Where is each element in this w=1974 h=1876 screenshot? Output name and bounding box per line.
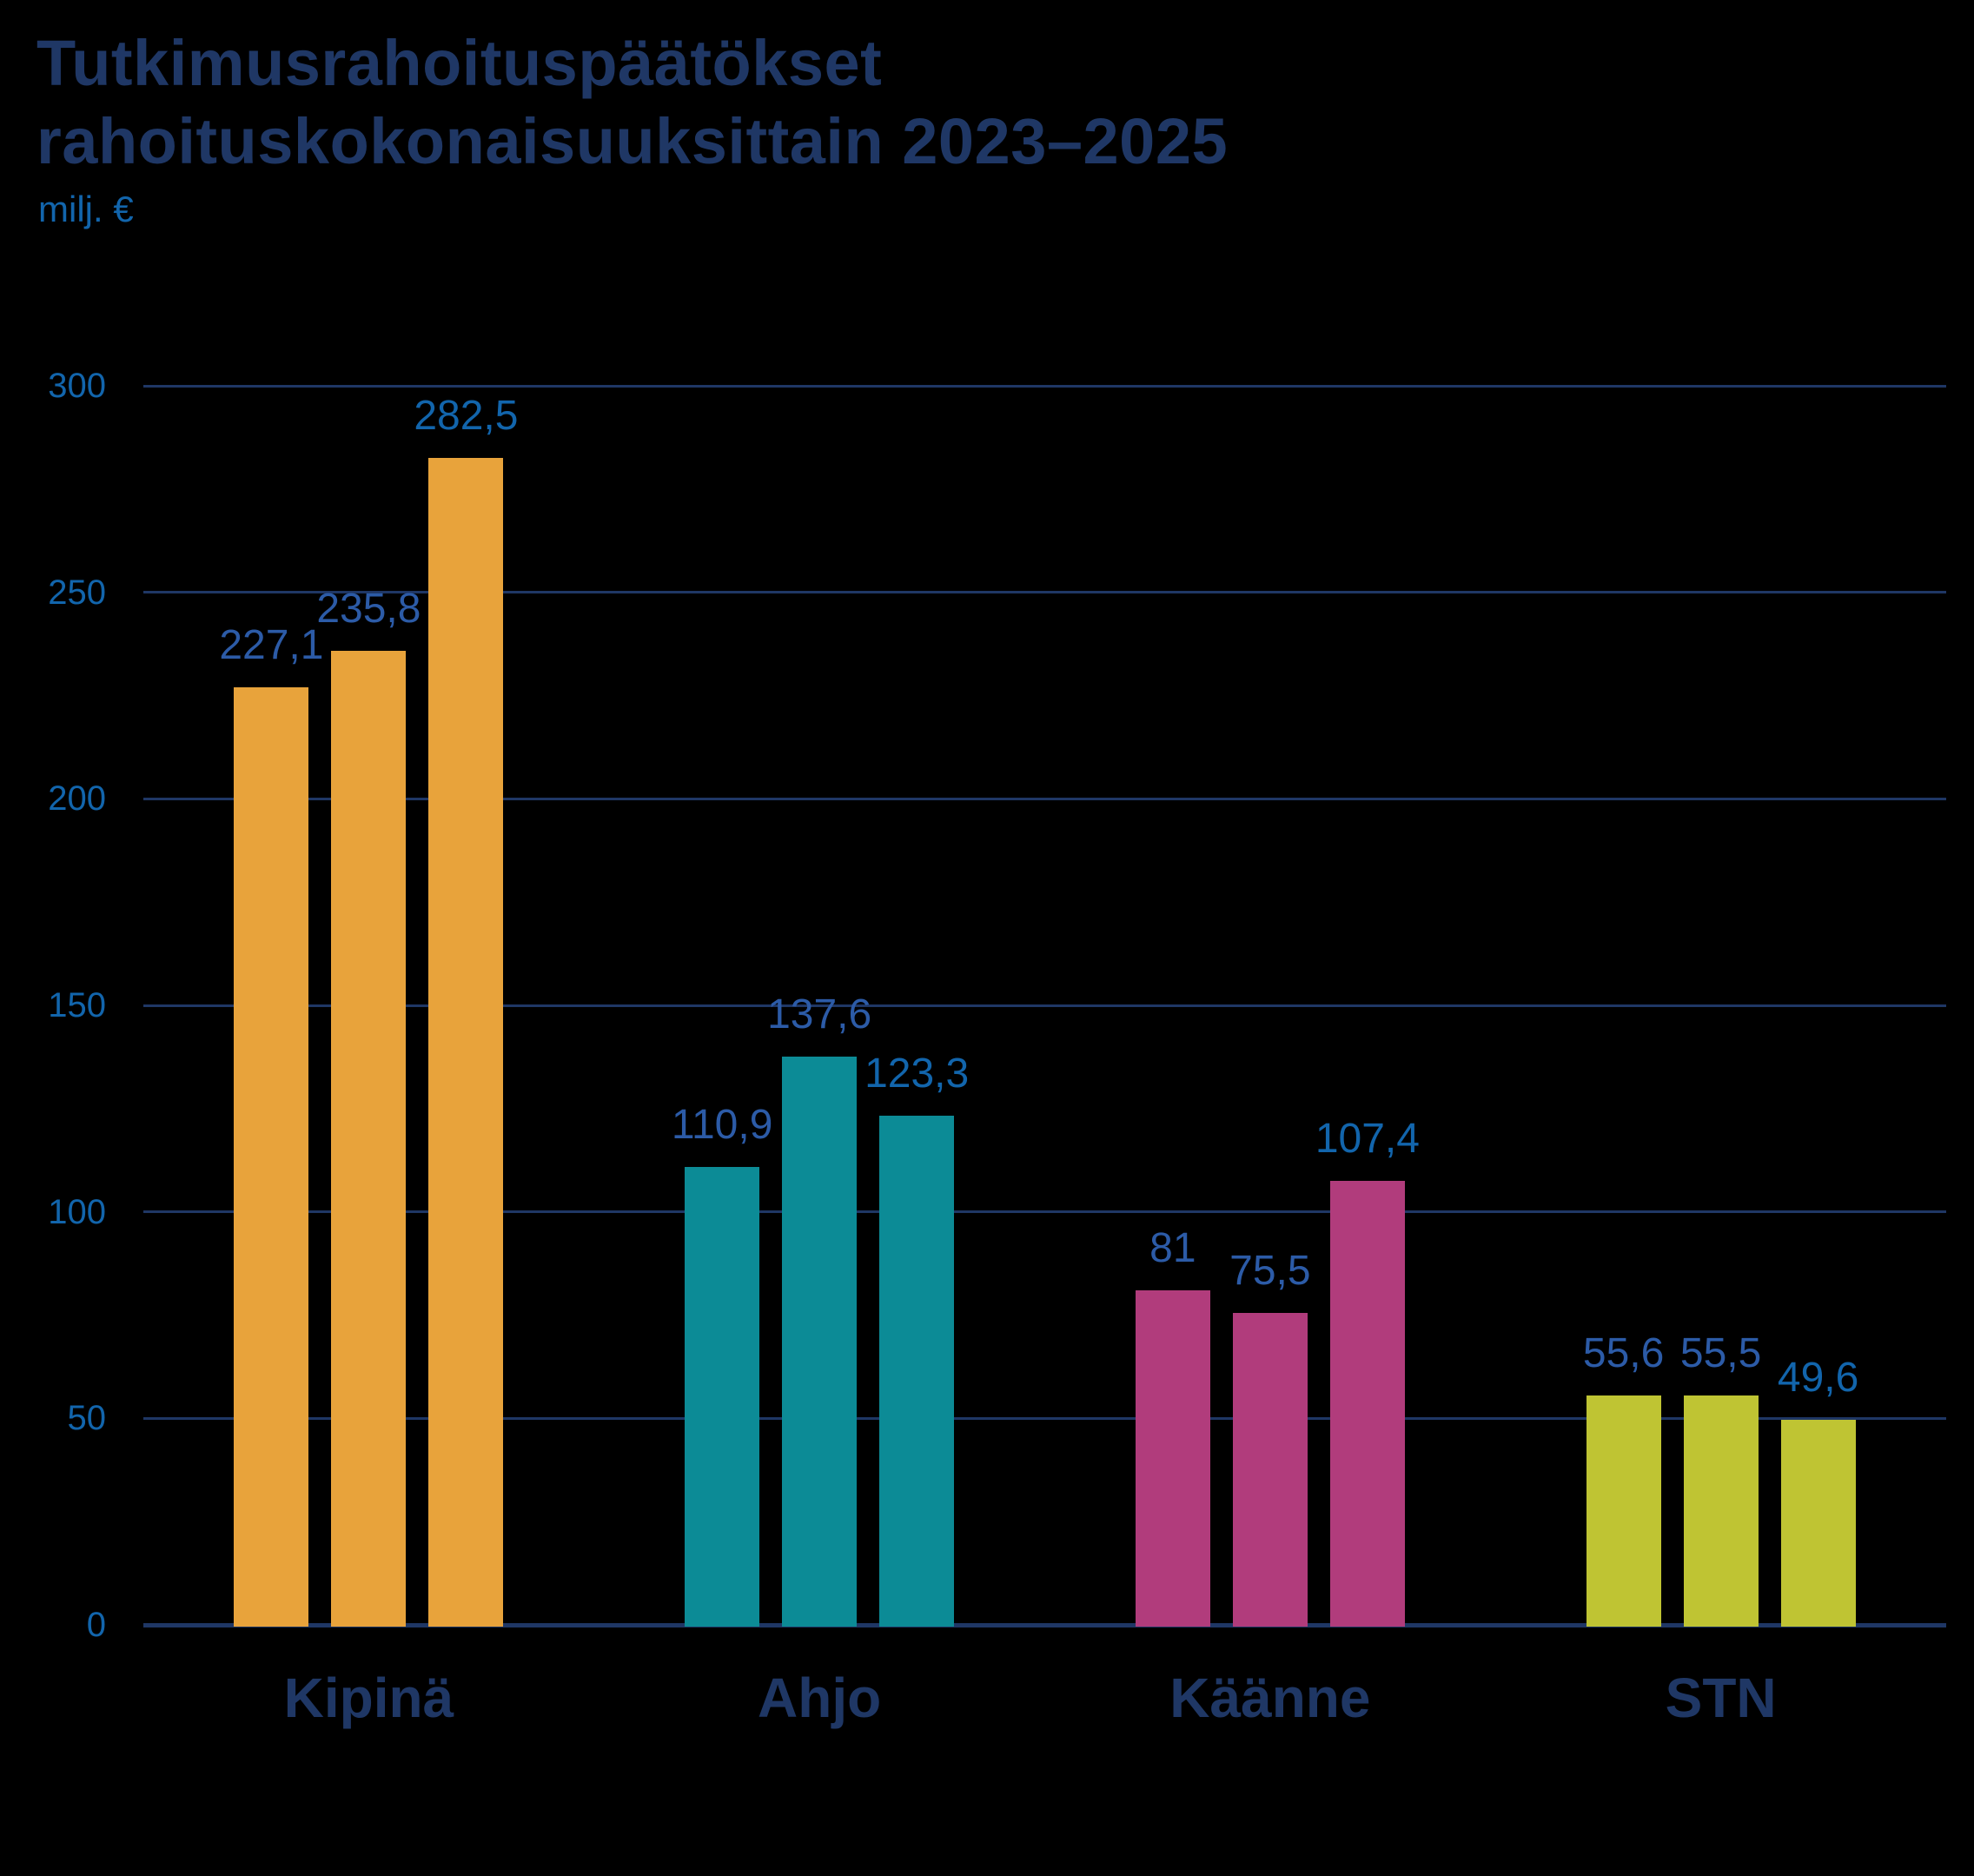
y-tick-label-50: 50 (67, 1399, 107, 1438)
bar-ahjo-1 (685, 1166, 760, 1627)
gridline-y-100 (143, 1210, 1946, 1214)
chart-title-line2: rahoituskokonaisuuksittain 2023–2025 (36, 105, 1229, 177)
chart-title-line1: Tutkimusrahoituspäätökset (36, 27, 883, 99)
category-label-käänne: Käänne (1169, 1667, 1371, 1729)
gridline-y-200 (143, 797, 1946, 800)
value-label-stn-2: 55,5 (1679, 1330, 1762, 1377)
bar-ahjo-3 (879, 1115, 955, 1627)
y-tick-label-100: 100 (48, 1192, 106, 1231)
category-label-ahjo: Ahjo (758, 1667, 882, 1729)
bar-käänne-1 (1135, 1289, 1210, 1627)
gridline-y-250 (143, 591, 1946, 594)
value-label-ahjo-3: 123,3 (864, 1050, 970, 1097)
value-label-ahjo-1: 110,9 (671, 1101, 773, 1148)
gridline-y-50 (143, 1416, 1946, 1420)
bar-kipinä-2 (331, 651, 407, 1627)
value-label-käänne-2: 75,5 (1229, 1248, 1311, 1295)
bar-käänne-3 (1329, 1181, 1405, 1627)
y-axis-unit-label: milj. € (38, 189, 134, 229)
category-label-stn: STN (1665, 1667, 1777, 1729)
bar-stn-1 (1586, 1395, 1661, 1627)
gridline-y-150 (143, 1004, 1946, 1007)
value-label-käänne-3: 107,4 (1315, 1116, 1420, 1163)
bar-stn-3 (1780, 1420, 1856, 1627)
y-tick-label-200: 200 (48, 779, 106, 819)
y-tick-label-300: 300 (48, 367, 106, 405)
y-tick-label-250: 250 (48, 573, 106, 612)
bar-kipinä-1 (234, 686, 309, 1627)
value-label-ahjo-2: 137,6 (767, 991, 872, 1037)
value-label-kipinä-1: 227,1 (219, 621, 324, 668)
bar-stn-2 (1683, 1395, 1759, 1627)
y-tick-label-0: 0 (86, 1606, 106, 1644)
gridline-y-300 (143, 384, 1946, 388)
chart-title: Tutkimusrahoituspäätökset rahoituskokona… (36, 24, 1228, 181)
bar-ahjo-2 (782, 1056, 858, 1627)
y-tick-label-150: 150 (48, 986, 106, 1024)
value-label-stn-1: 55,6 (1582, 1329, 1665, 1376)
bar-käänne-2 (1232, 1313, 1308, 1627)
value-label-käänne-1: 81 (1149, 1224, 1196, 1271)
value-label-stn-3: 49,6 (1777, 1355, 1859, 1402)
value-label-kipinä-2: 235,8 (316, 586, 421, 633)
category-label-kipinä: Kipinä (283, 1667, 454, 1729)
bar-kipinä-3 (428, 458, 504, 1627)
plot-area: 227,1 235,8 282,5 110,9 137,6 123,3 81 75,5 107,… (143, 384, 1946, 1627)
value-label-kipinä-3: 282,5 (414, 393, 519, 440)
x-axis-line (143, 1622, 1946, 1627)
